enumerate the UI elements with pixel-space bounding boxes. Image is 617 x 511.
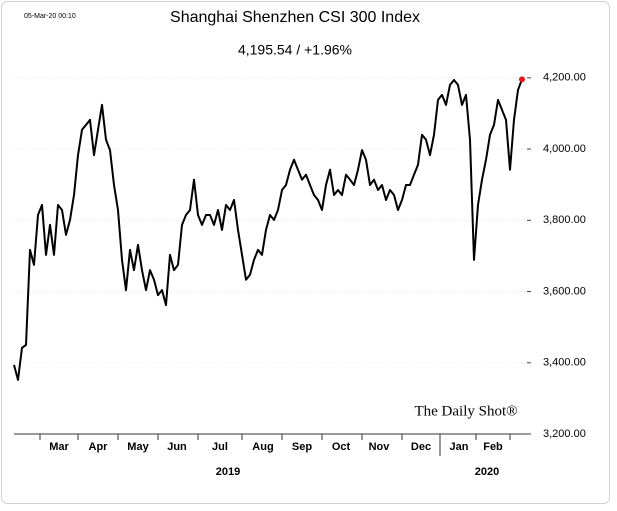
x-tick-label: Jan [450, 441, 469, 453]
x-tick-label: Aug [252, 441, 273, 453]
x-tick-label: Dec [411, 441, 431, 453]
x-tick-label: Sep [292, 441, 312, 453]
y-tick-label: 3,200.00 [543, 428, 586, 440]
last-point [519, 76, 525, 83]
x-tick-label: Jul [212, 441, 228, 453]
x-tick-label: May [127, 441, 149, 453]
y-tick-label: 3,400.00 [543, 357, 586, 369]
y-tick-label: 4,200.00 [543, 72, 586, 84]
year-label: 2019 [216, 466, 240, 478]
y-tick-label: 3,600.00 [543, 285, 586, 297]
watermark: The Daily Shot® [414, 403, 517, 419]
chart-title: Shanghai Shenzhen CSI 300 Index [170, 9, 420, 26]
x-tick-label: Oct [332, 441, 351, 453]
subtitle: 4,195.54 / +1.96% [238, 42, 352, 58]
frame [1, 1, 610, 504]
price-line [13, 78, 523, 381]
y-tick-label: 4,000.00 [543, 143, 586, 155]
x-tick-label: Jun [167, 441, 187, 453]
y-tick-label: 3,800.00 [543, 214, 586, 226]
x-tick-label: Feb [483, 441, 503, 453]
year-label: 2020 [475, 466, 499, 478]
x-tick-label: Nov [369, 441, 391, 453]
timestamp: 05-Mar-20 00:10 [24, 13, 76, 20]
x-tick-label: Mar [49, 441, 69, 453]
x-tick-label: Apr [89, 441, 109, 453]
